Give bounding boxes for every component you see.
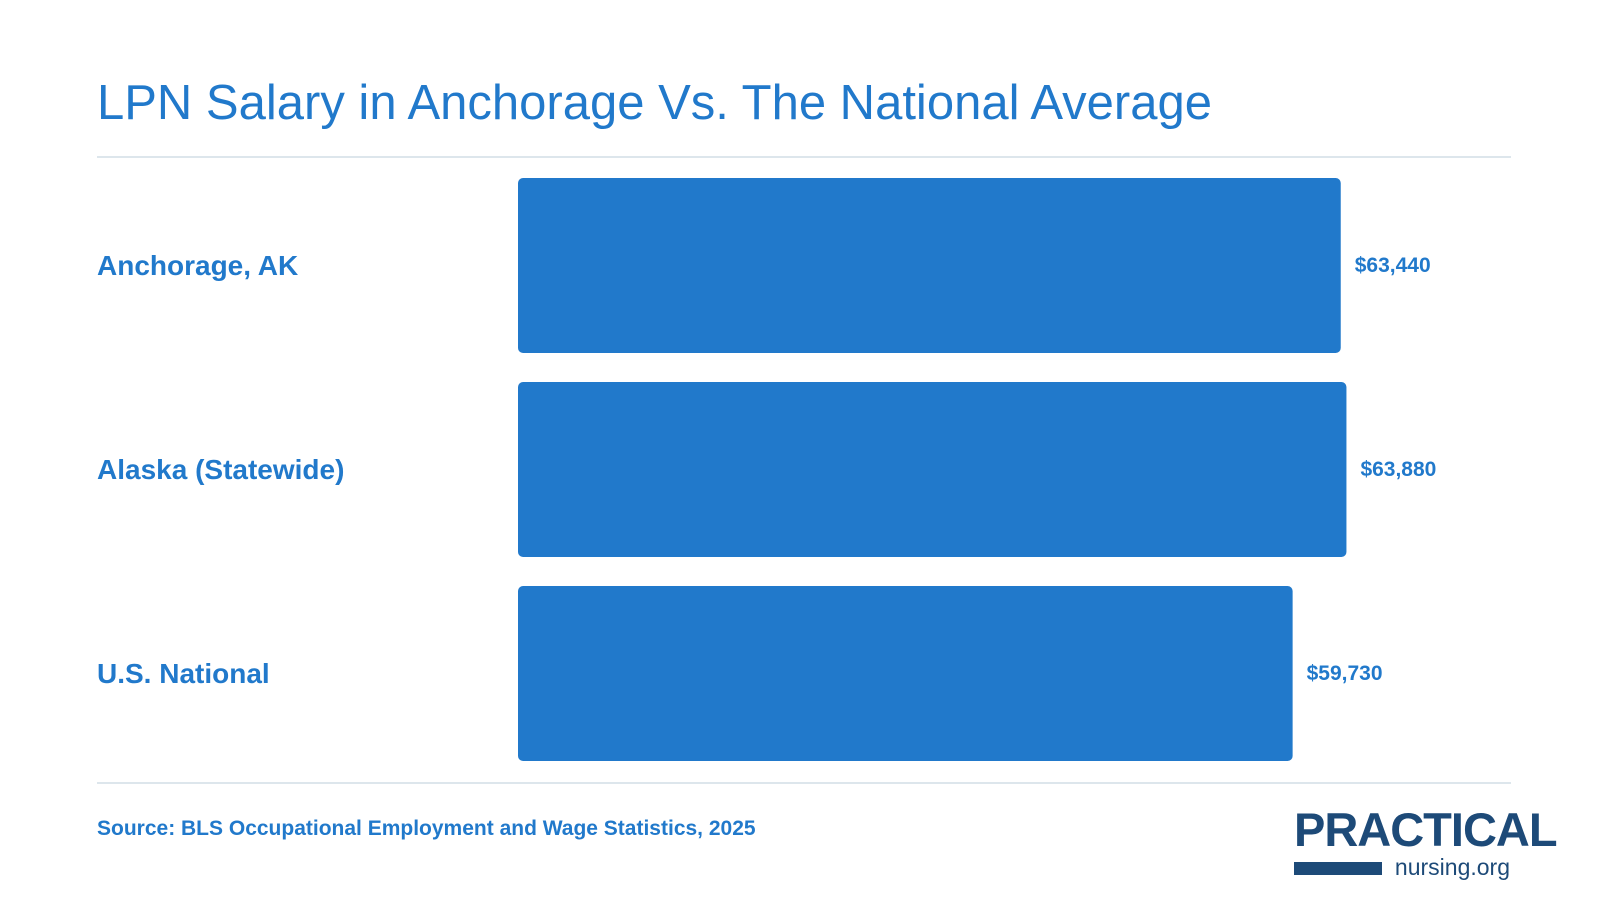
chart-title: LPN Salary in Anchorage Vs. The National… [97,76,1212,130]
category-label-2: U.S. National [97,658,270,689]
value-label-2: $59,730 [1307,662,1383,685]
bar-2 [518,586,1293,761]
bar-1 [518,382,1347,557]
bottom-divider [97,782,1511,784]
value-label-0: $63,440 [1355,254,1431,277]
logo-underline-bar [1294,862,1382,875]
category-label-0: Anchorage, AK [97,250,298,281]
practical-nursing-logo: PRACTICAL nursing.org [1294,806,1558,880]
value-label-1: $63,880 [1360,458,1436,481]
source-note: Source: BLS Occupational Employment and … [97,817,756,840]
top-divider [97,156,1511,158]
bars-layer: Anchorage, AK $63,440 Alaska (Statewide) $6… [97,178,1436,761]
logo-wordmark: PRACTICAL [1294,803,1558,856]
category-label-1: Alaska (Statewide) [97,454,344,485]
bar-0 [518,178,1341,353]
logo-domain: nursing.org [1394,854,1510,880]
